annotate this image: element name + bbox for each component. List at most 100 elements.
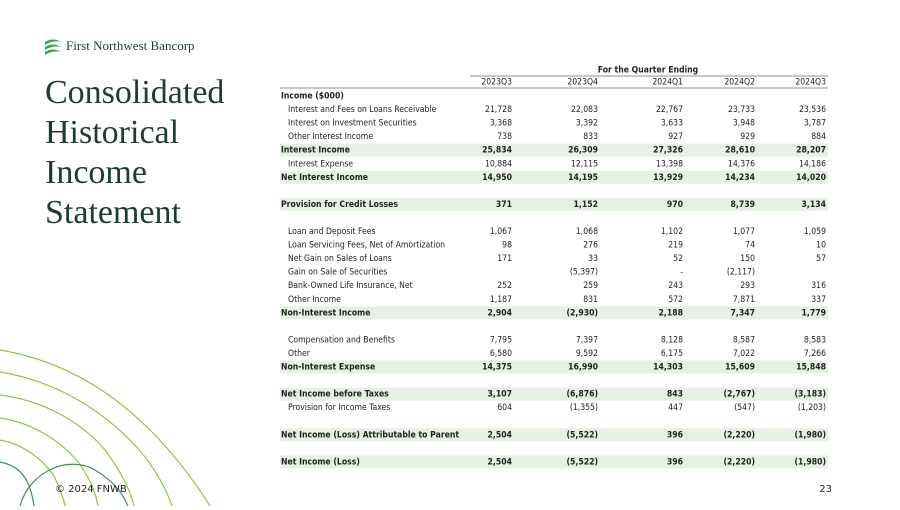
row-label: Non-Interest Expense bbox=[281, 363, 375, 373]
cell: 171 bbox=[497, 254, 512, 264]
cell: (1,980) bbox=[794, 430, 826, 440]
cell: 259 bbox=[583, 281, 598, 291]
cell: 74 bbox=[745, 241, 755, 251]
cell: (5,397) bbox=[570, 268, 598, 278]
cell: 396 bbox=[667, 457, 683, 467]
row-label: Loan and Deposit Fees bbox=[288, 227, 376, 237]
row-label: Other bbox=[288, 349, 311, 359]
table: 2023Q3 2023Q4 2024Q1 2024Q2 2024Q3 Income ($0… bbox=[280, 78, 828, 469]
column-header: 2023Q4 bbox=[567, 78, 598, 88]
cell: (2,220) bbox=[723, 457, 755, 467]
cell: 929 bbox=[740, 132, 755, 142]
cell: 970 bbox=[667, 200, 684, 210]
cell: 13,929 bbox=[653, 173, 683, 183]
cell: 572 bbox=[668, 295, 683, 305]
row-shade bbox=[280, 143, 828, 157]
page-number: 23 bbox=[819, 484, 832, 495]
cell: 57 bbox=[816, 254, 826, 264]
cell: 6,580 bbox=[490, 349, 512, 359]
cell: 14,020 bbox=[796, 173, 826, 183]
cell: 447 bbox=[668, 403, 683, 413]
column-header: 2023Q3 bbox=[481, 78, 512, 88]
row-label: Compensation and Benefits bbox=[288, 335, 395, 345]
cell: 1,068 bbox=[576, 227, 598, 237]
cell: 14,376 bbox=[728, 159, 755, 169]
cell: 1,152 bbox=[574, 200, 598, 210]
row-label: Provision for Credit Losses bbox=[281, 200, 398, 210]
cell: - bbox=[680, 268, 683, 278]
row-label: Net Gain on Sales of Loans bbox=[288, 254, 392, 264]
cell: 8,128 bbox=[661, 335, 683, 345]
row-label: Gain on Sale of Securities bbox=[288, 268, 387, 278]
cell: 25,834 bbox=[482, 146, 512, 156]
cell: 3,134 bbox=[802, 200, 827, 210]
cell: 3,392 bbox=[576, 119, 598, 129]
cell: 14,186 bbox=[799, 159, 826, 169]
title-line: Consolidated bbox=[45, 74, 224, 111]
cell: 28,610 bbox=[725, 146, 755, 156]
cell: 252 bbox=[497, 281, 512, 291]
cell: 1,077 bbox=[733, 227, 755, 237]
cell: (3,183) bbox=[794, 390, 826, 400]
cell: 7,871 bbox=[733, 295, 755, 305]
title-line: Statement bbox=[45, 194, 182, 231]
cell: 10,884 bbox=[485, 159, 512, 169]
cell: 8,583 bbox=[804, 335, 826, 345]
row-label: Non-Interest Income bbox=[281, 308, 370, 318]
cell: 14,375 bbox=[482, 363, 512, 373]
row-label: Interest Expense bbox=[288, 159, 353, 169]
cell: 371 bbox=[496, 200, 512, 210]
cell: 1,059 bbox=[804, 227, 826, 237]
row-shade bbox=[280, 170, 828, 184]
cell: 2,504 bbox=[488, 457, 513, 467]
cell: 14,195 bbox=[568, 173, 598, 183]
cell: 12,115 bbox=[571, 159, 598, 169]
cell: 2,188 bbox=[659, 308, 683, 318]
cell: 52 bbox=[673, 254, 683, 264]
cell: 3,633 bbox=[661, 119, 683, 129]
row-label: Income ($000) bbox=[281, 92, 344, 102]
cell: 9,592 bbox=[576, 349, 598, 359]
cell: 33 bbox=[588, 254, 598, 264]
row-label: Other Interest Income bbox=[288, 132, 373, 142]
cell: 1,187 bbox=[490, 295, 512, 305]
cell: (6,876) bbox=[566, 390, 598, 400]
cell: 98 bbox=[502, 241, 512, 251]
cell: 14,303 bbox=[653, 363, 683, 373]
row-label: Bank-Owned Life Insurance, Net bbox=[288, 281, 413, 291]
row-label: Net Income (Loss) bbox=[281, 457, 360, 467]
column-header: 2024Q3 bbox=[795, 78, 826, 88]
cell: (2,117) bbox=[727, 268, 755, 278]
row-label: Other Income bbox=[288, 295, 341, 305]
cell: 243 bbox=[668, 281, 683, 291]
row-label: Net Interest Income bbox=[281, 173, 368, 183]
cell: (5,522) bbox=[566, 430, 598, 440]
cell: 831 bbox=[583, 295, 598, 305]
cell: 7,397 bbox=[576, 335, 598, 345]
cell: 337 bbox=[811, 295, 826, 305]
cell: 14,234 bbox=[725, 173, 755, 183]
cell: 15,609 bbox=[725, 363, 755, 373]
cell: 8,587 bbox=[733, 335, 755, 345]
cell: 316 bbox=[811, 281, 826, 291]
footer: © 2024 FNWB bbox=[55, 484, 127, 495]
cell: 276 bbox=[583, 241, 598, 251]
cell: 604 bbox=[497, 403, 512, 413]
cell: (2,220) bbox=[723, 430, 755, 440]
cell: 150 bbox=[740, 254, 755, 264]
cell: 22,767 bbox=[656, 105, 683, 115]
cell: 7,795 bbox=[490, 335, 512, 345]
cell: 7,347 bbox=[731, 308, 755, 318]
cell: 1,067 bbox=[490, 227, 512, 237]
cell: (1,980) bbox=[794, 457, 826, 467]
cell: 3,368 bbox=[490, 119, 512, 129]
logo-mark bbox=[45, 39, 61, 55]
table-caption: For the Quarter Ending bbox=[598, 66, 698, 76]
cell: 13,398 bbox=[656, 159, 683, 169]
cell: 884 bbox=[811, 132, 826, 142]
cell: 219 bbox=[668, 241, 683, 251]
cell: (2,767) bbox=[723, 390, 755, 400]
cell: 2,504 bbox=[488, 430, 513, 440]
cell: 28,207 bbox=[796, 146, 826, 156]
